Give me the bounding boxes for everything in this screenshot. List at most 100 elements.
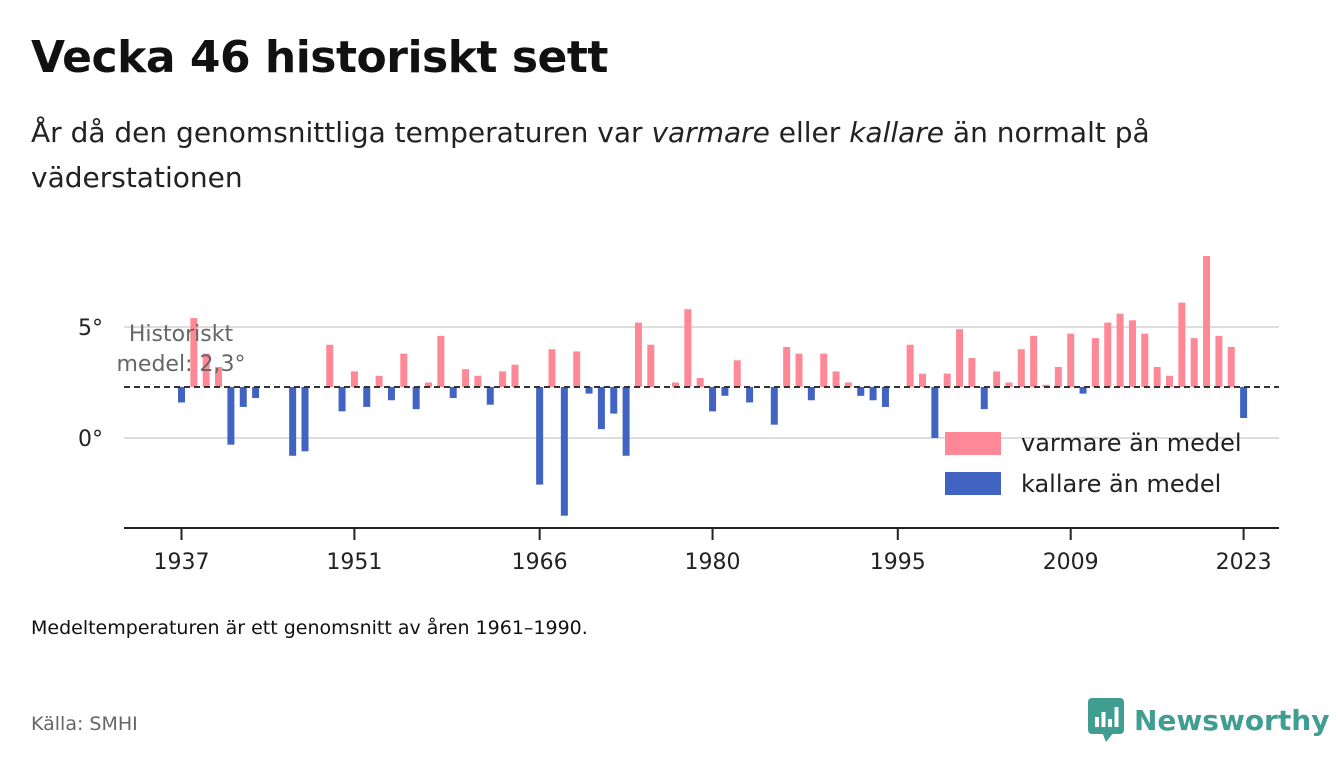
bar-warm: [548, 349, 556, 387]
bar-warm: [1005, 382, 1013, 387]
newsworthy-logo[interactable]: Newsworthy: [1088, 698, 1329, 742]
source-text: Källa: SMHI: [31, 713, 138, 735]
bar-cold: [227, 386, 235, 445]
legend-swatch-warm: [945, 432, 1001, 455]
bar-cold: [980, 386, 988, 410]
bar-warm: [215, 366, 223, 387]
bar-cold: [869, 386, 877, 401]
legend: varmare än medel kallare än medel: [945, 429, 1242, 498]
bar-warm: [956, 329, 964, 387]
average-label: Historiskt medel: 2,3°: [117, 322, 246, 377]
bar-warm: [511, 364, 519, 387]
average-label-line-2: medel: 2,3°: [117, 352, 246, 377]
x-tick-label: 1966: [512, 550, 568, 575]
bar-cold: [560, 386, 568, 516]
bar-warm: [1104, 322, 1112, 387]
x-tick-label: 2009: [1043, 550, 1099, 575]
bar-warm: [1178, 302, 1186, 387]
subtitle-warm-word: varmare: [651, 116, 770, 149]
bar-cold: [746, 386, 754, 403]
bar-warm: [573, 351, 581, 387]
bar-warm: [696, 378, 704, 387]
y-tick-label: 5°: [78, 316, 103, 341]
subtitle-text-3: än normalt på väderstationen: [31, 116, 1150, 194]
y-tick-label: 0°: [78, 427, 103, 452]
bar-warm: [647, 344, 655, 387]
bar-cold: [807, 386, 815, 401]
bar-warm: [1067, 333, 1075, 387]
bar-cold: [770, 386, 778, 425]
bar-warm: [1166, 375, 1173, 387]
bar-warm: [350, 371, 358, 387]
bar-cold: [1240, 386, 1248, 419]
gridlines: 0° 5°: [78, 316, 1279, 452]
bar-warm: [499, 371, 507, 387]
bar-warm: [462, 369, 470, 387]
x-axis: 1937 1951 1966 1980 1995 2009 2023: [124, 527, 1279, 575]
bar-warm: [400, 353, 408, 387]
bar-warm: [326, 344, 334, 387]
bar-cold: [536, 386, 544, 485]
bar-cold: [597, 386, 605, 430]
bar-cold: [931, 386, 939, 438]
bar-warm: [795, 353, 803, 387]
bar-warm: [1153, 366, 1161, 387]
bar-warm: [1017, 349, 1025, 387]
bar-warm: [919, 373, 926, 387]
bar-warm: [202, 353, 210, 387]
bar-warm: [1116, 313, 1124, 387]
footnote: Medeltemperaturen är ett genomsnitt av å…: [31, 617, 588, 639]
subtitle-text-1: År då den genomsnittliga temperaturen va…: [31, 116, 652, 149]
bar-warm: [1190, 338, 1198, 387]
bar-warm: [437, 335, 445, 387]
bar-warm: [672, 382, 679, 387]
bar-warm: [634, 322, 642, 387]
bar-warm: [783, 346, 791, 387]
bar-warm: [906, 344, 914, 387]
bar-warm: [1203, 255, 1211, 387]
bar-cold: [610, 386, 618, 414]
bar-cold: [449, 386, 457, 399]
bar-warm: [1091, 338, 1099, 387]
x-tick-label: 1995: [870, 550, 926, 575]
bar-cold: [881, 386, 889, 407]
bar-cold: [709, 386, 717, 412]
subtitle-text-2: eller: [769, 116, 850, 149]
bar-warm: [1128, 320, 1136, 387]
chart-subtitle: År då den genomsnittliga temperaturen va…: [31, 110, 1251, 200]
bar-cold: [721, 386, 729, 396]
bar-cold: [338, 386, 346, 412]
bar-warm: [375, 375, 383, 387]
bar-warm: [1054, 366, 1062, 387]
bar-warm: [1030, 335, 1038, 387]
bar-chart-speech-bubble-icon: [1088, 698, 1124, 742]
bar-warm: [832, 371, 840, 387]
brand-name: Newsworthy: [1134, 703, 1330, 737]
bar-cold: [363, 386, 371, 407]
bar-warm: [684, 309, 692, 387]
bar-warm: [425, 382, 432, 387]
legend-label-warm: varmare än medel: [1021, 429, 1242, 457]
average-label-line-1: Historiskt: [129, 322, 234, 347]
bar-cold: [239, 386, 247, 407]
subtitle-cold-word: kallare: [849, 116, 945, 149]
legend-label-cold: kallare än medel: [1021, 470, 1221, 498]
bar-cold: [585, 386, 593, 394]
bar-warm: [993, 371, 1001, 387]
bar-warm: [190, 318, 198, 387]
bar-cold: [412, 386, 420, 410]
bar-warm: [1141, 333, 1149, 387]
x-tick-label: 2023: [1216, 550, 1272, 575]
bar-warm: [1042, 384, 1050, 387]
legend-swatch-cold: [945, 472, 1001, 495]
chart-title: Vecka 46 historiskt sett: [31, 32, 608, 83]
bar-warm: [844, 382, 852, 387]
x-tick-label: 1937: [154, 550, 210, 575]
bar-cold: [1079, 386, 1087, 394]
bar-cold: [857, 386, 865, 396]
bar-warm: [943, 373, 951, 387]
bar-cold: [486, 386, 494, 405]
bar-cold: [622, 386, 630, 456]
bar-warm: [474, 375, 482, 387]
bar-warm: [1215, 335, 1223, 387]
